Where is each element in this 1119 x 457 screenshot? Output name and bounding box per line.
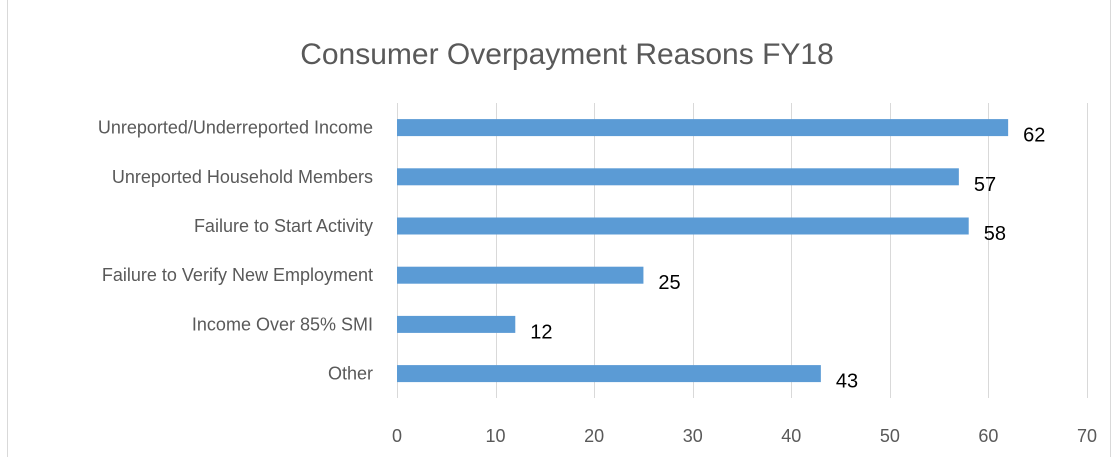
category-label: Income Over 85% SMI xyxy=(192,314,373,334)
data-label: 25 xyxy=(658,272,680,294)
category-label: Unreported Household Members xyxy=(112,167,373,187)
x-axis-tick-labels: 0 10 20 30 40 50 60 70 xyxy=(392,426,1097,446)
bar xyxy=(397,217,969,235)
x-tick-label: 0 xyxy=(392,426,402,446)
x-tick-label: 20 xyxy=(584,426,604,446)
data-label: 58 xyxy=(984,223,1006,245)
chart-title: Consumer Overpayment Reasons FY18 xyxy=(300,38,834,71)
data-label: 57 xyxy=(974,174,996,196)
x-tick-label: 10 xyxy=(486,426,506,446)
category-label: Failure to Verify New Employment xyxy=(102,265,373,285)
category-label: Failure to Start Activity xyxy=(194,216,373,236)
x-tick-label: 50 xyxy=(880,426,900,446)
bar xyxy=(397,266,644,284)
bar xyxy=(397,315,516,333)
grid-lines xyxy=(397,103,1088,398)
bar xyxy=(397,168,959,186)
x-tick-label: 40 xyxy=(781,426,801,446)
x-tick-label: 70 xyxy=(1077,426,1097,446)
data-label: 62 xyxy=(1023,125,1045,147)
data-labels: 62 57 58 25 12 43 xyxy=(530,125,1045,393)
bar xyxy=(397,119,1009,137)
bars xyxy=(397,119,1009,383)
x-tick-label: 60 xyxy=(978,426,998,446)
bar xyxy=(397,365,821,383)
data-label: 43 xyxy=(836,371,858,393)
category-label: Other xyxy=(328,364,373,384)
category-label: Unreported/Underreported Income xyxy=(98,118,373,138)
category-labels: Unreported/Underreported Income Unreporte… xyxy=(98,118,373,384)
data-label: 12 xyxy=(530,321,552,343)
x-tick-label: 30 xyxy=(683,426,703,446)
